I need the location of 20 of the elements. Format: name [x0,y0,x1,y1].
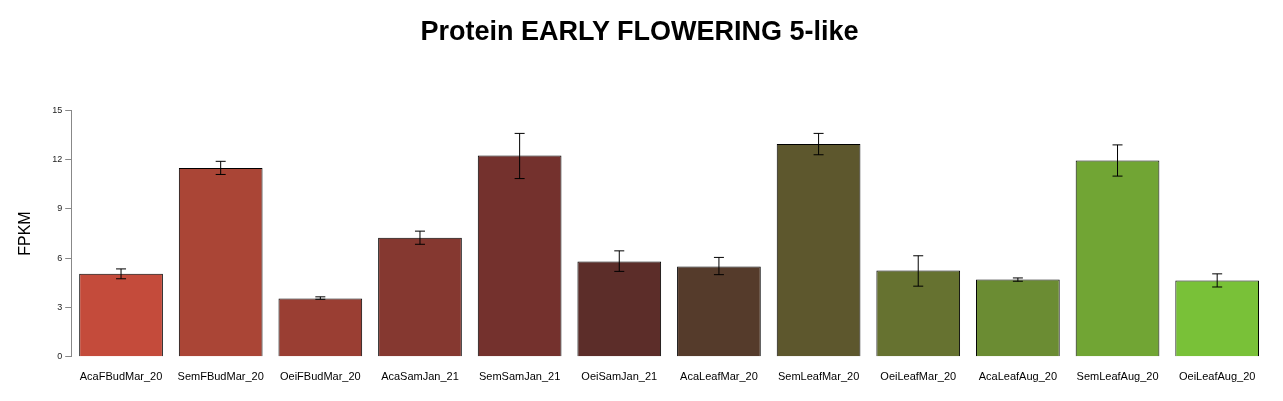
x-tick-label: AcaSamJan_21 [381,370,459,383]
y-tick-label: 6 [57,252,63,263]
x-tick-label: SemLeafMar_20 [777,370,860,383]
x-tick-label: OeiFBudMar_20 [279,370,361,383]
x-tick-label: OeiLeafAug_20 [1178,370,1256,383]
x-tick-label: AcaLeafAug_20 [978,370,1058,383]
y-tick-label: 12 [52,154,63,165]
x-tick-label: AcaLeafMar_20 [680,370,758,383]
x-tick-label: OeiLeafMar_20 [880,370,957,383]
y-tick-label: 9 [57,203,63,214]
x-tick-label: SemFBudMar_20 [177,370,264,383]
y-tick-label: 3 [57,302,63,312]
x-tick-label: SemSamJan_21 [478,370,561,383]
x-tick-label: SemLeafAug_20 [1076,370,1159,383]
y-tick-label: 0 [57,351,63,362]
x-tick-label: AcaFBudMar_20 [79,370,163,383]
x-tick-label: OeiSamJan_21 [581,370,658,383]
y-tick-label: 15 [52,104,63,115]
chart-title: Protein EARLY FLOWERING 5-like [420,15,859,46]
y-axis-title: FPKM [16,211,34,256]
